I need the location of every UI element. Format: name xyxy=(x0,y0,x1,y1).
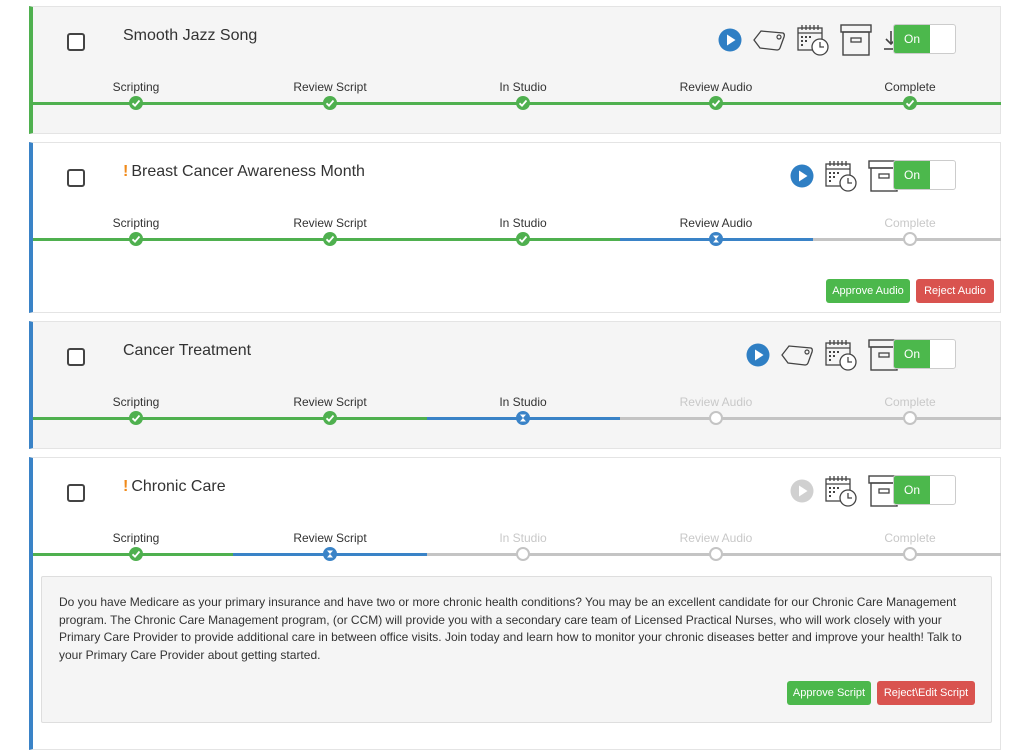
stage-label: Complete xyxy=(884,216,936,230)
play-icon[interactable] xyxy=(718,28,742,57)
toggle-on-label: On xyxy=(894,25,930,53)
toggle-on-label: On xyxy=(894,340,930,368)
select-checkbox[interactable] xyxy=(67,33,85,51)
check-icon xyxy=(709,96,723,110)
toggle-on-label: On xyxy=(894,476,930,504)
hourglass-icon xyxy=(323,547,337,561)
priority-flag: ! xyxy=(123,163,129,180)
stage-label: Scripting xyxy=(112,80,160,94)
stage-label: Review Script xyxy=(293,531,367,545)
stage-label: Scripting xyxy=(112,395,160,409)
check-icon xyxy=(129,547,143,561)
active-toggle[interactable]: On xyxy=(893,339,956,369)
check-icon xyxy=(129,411,143,425)
stage-label: Review Audio xyxy=(679,216,753,230)
tag-icon[interactable] xyxy=(752,28,786,57)
project-card: Smooth Jazz Song On Scripting Review Script… xyxy=(29,6,1001,134)
priority-flag: ! xyxy=(123,478,129,495)
hourglass-icon xyxy=(516,411,530,425)
stage-label: Review Audio xyxy=(679,80,753,94)
project-title[interactable]: ! Breast Cancer Awareness Month xyxy=(123,163,365,181)
active-toggle[interactable]: On xyxy=(893,475,956,505)
pending-node xyxy=(903,411,917,425)
active-toggle[interactable]: On xyxy=(893,160,956,190)
stage-label: Review Script xyxy=(293,216,367,230)
project-title[interactable]: Smooth Jazz Song xyxy=(123,27,257,45)
stage-label: Scripting xyxy=(112,216,160,230)
stage-label: Review Audio xyxy=(679,395,753,409)
hourglass-icon xyxy=(709,232,723,246)
calendar-clock-icon[interactable] xyxy=(824,474,858,513)
reject-button[interactable]: Reject Audio xyxy=(916,279,994,303)
approve-button[interactable]: Approve Script xyxy=(787,681,871,705)
stage-label: Review Audio xyxy=(679,531,753,545)
archive-icon[interactable] xyxy=(840,23,872,62)
project-title[interactable]: ! Chronic Care xyxy=(123,478,226,496)
check-icon xyxy=(129,232,143,246)
project-card: ! Chronic Care On Scripting Review Script In … xyxy=(29,457,1001,750)
pending-node xyxy=(516,547,530,561)
play-icon[interactable] xyxy=(790,164,814,193)
toggle-on-label: On xyxy=(894,161,930,189)
active-toggle[interactable]: On xyxy=(893,24,956,54)
action-icons xyxy=(780,474,900,513)
check-icon xyxy=(323,96,337,110)
play-icon[interactable] xyxy=(746,343,770,372)
pending-node xyxy=(709,411,723,425)
stage-label: Complete xyxy=(884,80,936,94)
calendar-clock-icon[interactable] xyxy=(824,159,858,198)
action-icons xyxy=(780,159,900,198)
project-title[interactable]: Cancer Treatment xyxy=(123,342,251,360)
action-icons xyxy=(736,338,900,377)
approve-button[interactable]: Approve Audio xyxy=(826,279,910,303)
stage-label: Complete xyxy=(884,395,936,409)
check-icon xyxy=(903,96,917,110)
stage-label: In Studio xyxy=(499,216,547,230)
play-icon-disabled xyxy=(790,479,814,508)
check-icon xyxy=(323,232,337,246)
stage-label: In Studio xyxy=(499,531,547,545)
project-card: ! Breast Cancer Awareness Month On Scriptin… xyxy=(29,142,1001,313)
pending-node xyxy=(903,232,917,246)
check-icon xyxy=(323,411,337,425)
tag-icon[interactable] xyxy=(780,343,814,372)
project-title-text: Smooth Jazz Song xyxy=(123,27,258,44)
action-icons xyxy=(708,23,900,62)
project-title-text: Chronic Care xyxy=(131,478,226,495)
pending-node xyxy=(903,547,917,561)
select-checkbox[interactable] xyxy=(67,169,85,187)
stage-label: Scripting xyxy=(112,531,160,545)
select-checkbox[interactable] xyxy=(67,484,85,502)
project-title-text: Cancer Treatment xyxy=(123,342,252,359)
script-text: Do you have Medicare as your primary ins… xyxy=(59,595,962,662)
stage-label: In Studio xyxy=(499,395,547,409)
project-card: Cancer Treatment On Scripting Review Script… xyxy=(29,321,1001,449)
check-icon xyxy=(516,96,530,110)
select-checkbox[interactable] xyxy=(67,348,85,366)
stage-label: Review Script xyxy=(293,80,367,94)
stage-label: Review Script xyxy=(293,395,367,409)
calendar-clock-icon[interactable] xyxy=(796,23,830,62)
stage-label: Complete xyxy=(884,531,936,545)
check-icon xyxy=(516,232,530,246)
check-icon xyxy=(129,96,143,110)
reject-button[interactable]: Reject\Edit Script xyxy=(877,681,975,705)
pending-node xyxy=(709,547,723,561)
stage-label: In Studio xyxy=(499,80,547,94)
project-title-text: Breast Cancer Awareness Month xyxy=(131,163,365,180)
calendar-clock-icon[interactable] xyxy=(824,338,858,377)
